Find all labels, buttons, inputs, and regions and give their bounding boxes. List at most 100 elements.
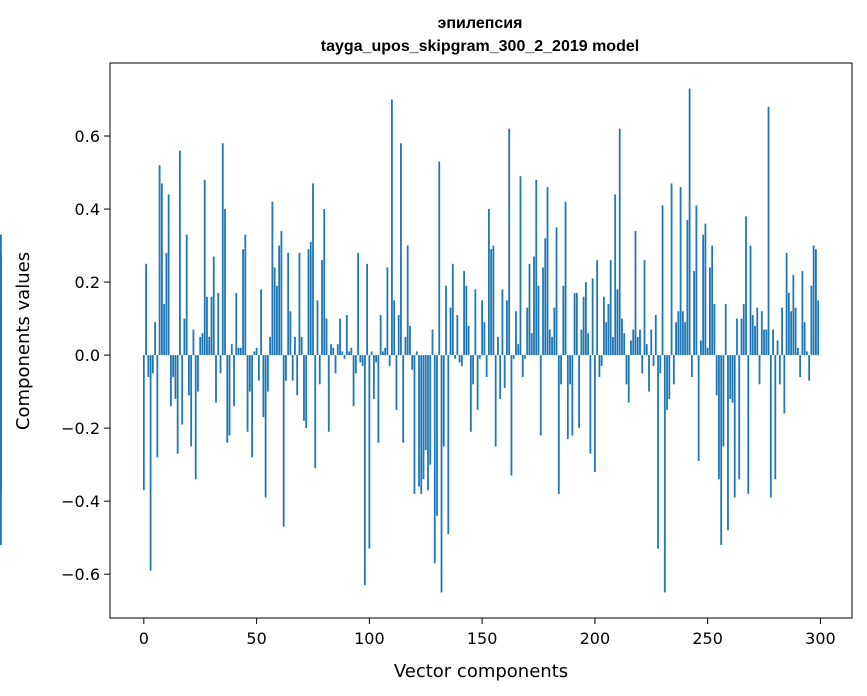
bar-component-230 bbox=[661, 205, 664, 356]
bar-component-undefined bbox=[0, 355, 2, 494]
bar-component-136 bbox=[449, 307, 452, 356]
bar-component-73 bbox=[307, 249, 310, 356]
bar-component-58 bbox=[273, 267, 276, 356]
bar-component-187 bbox=[564, 201, 567, 356]
y-tick-label-6: 0.6 bbox=[75, 127, 100, 146]
bar-component-233 bbox=[668, 355, 671, 399]
bar-component-249 bbox=[704, 223, 707, 356]
x-axis-ticks: 0 50 100 150 200 250 300 bbox=[139, 618, 836, 648]
bar-component-82 bbox=[327, 355, 330, 432]
bar-component-124 bbox=[422, 355, 425, 480]
bar-component-242 bbox=[688, 88, 691, 356]
bar-component-33 bbox=[217, 293, 220, 356]
bar-component-90 bbox=[345, 314, 348, 356]
bar-component-153 bbox=[487, 209, 490, 356]
bar-component-225 bbox=[650, 329, 653, 356]
bar-component-284 bbox=[783, 355, 786, 414]
bar-component-38 bbox=[228, 355, 231, 436]
bar-component-145 bbox=[469, 355, 472, 432]
bar-component-222 bbox=[643, 260, 646, 356]
bar-component-283 bbox=[781, 307, 783, 356]
bar-component-76 bbox=[314, 355, 317, 469]
bar-component-289 bbox=[794, 307, 797, 356]
bar-component-237 bbox=[677, 311, 680, 356]
bar-component-48 bbox=[251, 355, 253, 458]
bar-component-266 bbox=[742, 303, 745, 356]
bar-component-3 bbox=[149, 355, 152, 571]
y-axis-label: Components values bbox=[13, 252, 34, 430]
bar-component-103 bbox=[375, 355, 378, 363]
bar-component-69 bbox=[298, 252, 301, 356]
bar-component-199 bbox=[591, 278, 594, 356]
bar-component-271 bbox=[754, 325, 756, 356]
bar-component-96 bbox=[359, 355, 362, 363]
bar-component-298 bbox=[815, 249, 817, 356]
bar-component-258 bbox=[724, 303, 727, 356]
bar-component-276 bbox=[765, 329, 768, 356]
bar-component-132 bbox=[440, 355, 443, 593]
bar-component-260 bbox=[729, 355, 732, 399]
bar-component-37 bbox=[226, 355, 229, 443]
bar-component-252 bbox=[711, 245, 714, 356]
bar-component-19 bbox=[185, 234, 188, 356]
bar-component-155 bbox=[492, 245, 495, 356]
bar-component-182 bbox=[553, 307, 556, 356]
bar-component-128 bbox=[431, 329, 434, 356]
bar-component-149 bbox=[478, 355, 481, 359]
bar-component-51 bbox=[257, 355, 260, 381]
bar-component-111 bbox=[393, 300, 396, 356]
bar-component-143 bbox=[465, 285, 468, 356]
bar-component-113 bbox=[397, 314, 400, 356]
bar-component-89 bbox=[343, 355, 346, 359]
bar-component-148 bbox=[476, 355, 479, 410]
bar-component-281 bbox=[776, 340, 779, 356]
bar-component-205 bbox=[605, 322, 608, 356]
bar-component-92 bbox=[350, 347, 353, 356]
bar-component-267 bbox=[745, 216, 747, 356]
bar-component-214 bbox=[625, 355, 628, 385]
bar-component-296 bbox=[810, 285, 813, 356]
bar-component-102 bbox=[372, 355, 375, 399]
bar-component-144 bbox=[467, 325, 470, 356]
bar-component-80 bbox=[323, 209, 326, 356]
bar-component-2 bbox=[147, 355, 150, 378]
bar-component-216 bbox=[630, 340, 632, 356]
bar-component-30 bbox=[210, 296, 213, 356]
bar-component-142 bbox=[463, 271, 465, 356]
x-tick-label-200: 200 bbox=[580, 629, 611, 648]
bar-component-160 bbox=[503, 355, 506, 388]
bar-component-220 bbox=[639, 329, 641, 356]
bar-component-179 bbox=[546, 187, 549, 356]
bar-component-125 bbox=[424, 355, 427, 451]
bar-component-192 bbox=[575, 293, 578, 356]
bar-component-229 bbox=[659, 355, 662, 374]
bar-component-9 bbox=[163, 303, 166, 356]
bar-component-287 bbox=[790, 311, 792, 356]
bar-component-67 bbox=[294, 336, 296, 356]
bar-component-188 bbox=[566, 355, 569, 440]
y-tick-label-2: −0.2 bbox=[61, 419, 100, 438]
bar-component-247 bbox=[699, 340, 702, 356]
bar-component-72 bbox=[305, 355, 308, 429]
bar-component-162 bbox=[508, 128, 511, 356]
bar-component-13 bbox=[172, 355, 175, 378]
bar-component-21 bbox=[190, 355, 193, 447]
bar-component-272 bbox=[756, 307, 759, 356]
bar-component-101 bbox=[370, 351, 373, 356]
x-tick-label-100: 100 bbox=[354, 629, 385, 648]
y-tick-label-5: 0.4 bbox=[75, 200, 100, 219]
bar-component-98 bbox=[363, 355, 366, 586]
bar-component-157 bbox=[497, 336, 499, 356]
bar-component-141 bbox=[460, 355, 463, 367]
bar-component-66 bbox=[291, 355, 294, 381]
bar-component-255 bbox=[718, 355, 720, 480]
bar-component-97 bbox=[361, 355, 364, 367]
bar-component-151 bbox=[483, 322, 486, 356]
bar-component-150 bbox=[481, 300, 484, 356]
bar-component-239 bbox=[681, 311, 684, 356]
bar-component-68 bbox=[296, 355, 299, 396]
x-tick-label-50: 50 bbox=[246, 629, 266, 648]
bar-component-104 bbox=[377, 355, 380, 443]
bar-component-114 bbox=[400, 143, 402, 356]
